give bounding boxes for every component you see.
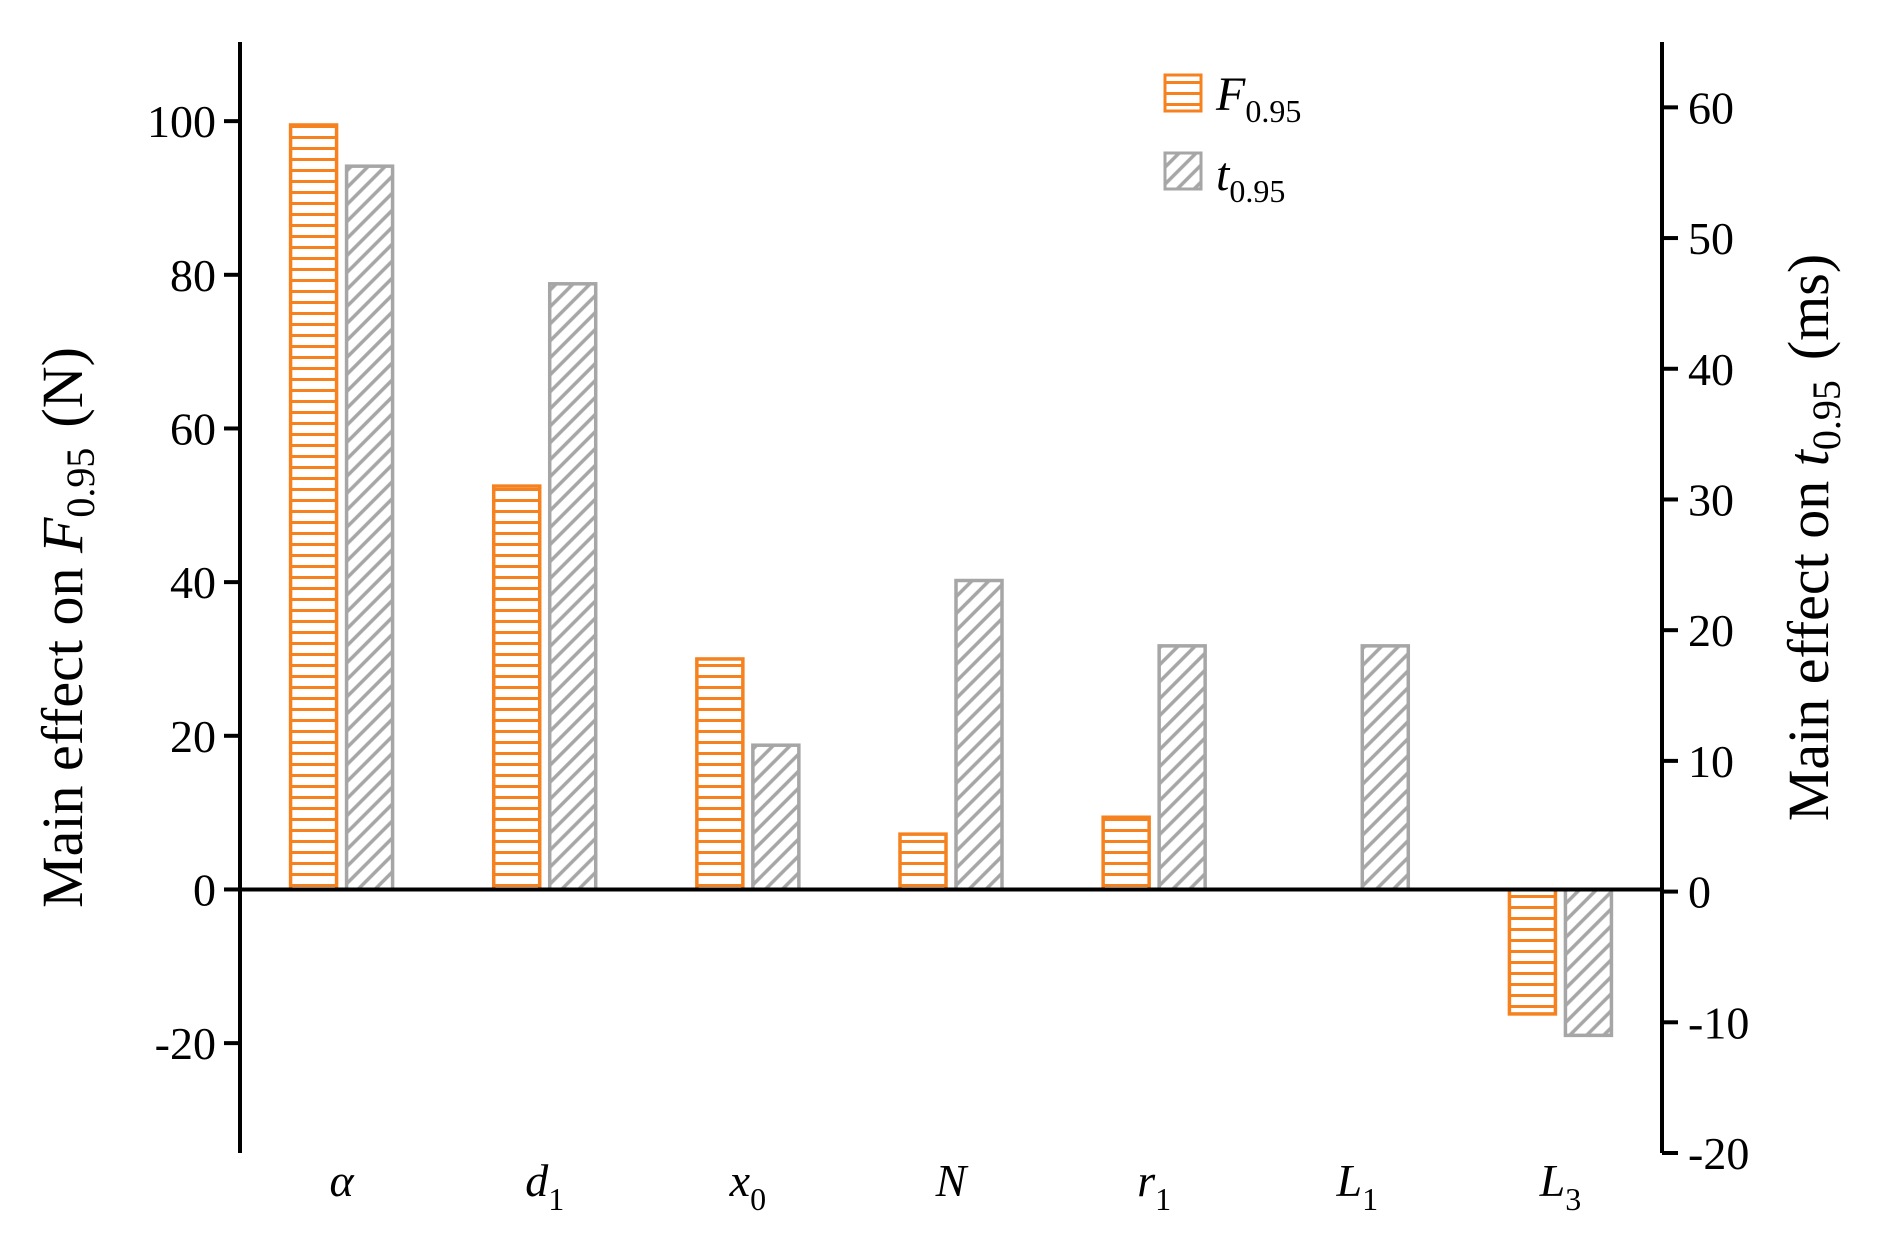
right-y-tick-label: 40 bbox=[1688, 344, 1734, 395]
bar-f095-1 bbox=[491, 484, 542, 892]
bar-f095-3 bbox=[898, 832, 948, 892]
bar-t095-0 bbox=[344, 164, 395, 892]
x-category-label-sub: 1 bbox=[548, 1181, 564, 1217]
left-y-axis-title: Main effect on F0.95 (N) bbox=[30, 347, 103, 908]
right-y-axis-title-sub: 0.95 bbox=[1804, 380, 1849, 450]
right-y-tick-label: 20 bbox=[1688, 605, 1734, 656]
right-y-tick-label: 30 bbox=[1688, 474, 1734, 525]
x-category-label-main: N bbox=[935, 1155, 969, 1206]
x-category-label: L1 bbox=[1335, 1155, 1378, 1217]
legend-swatch-t095 bbox=[1163, 151, 1203, 191]
x-category-label: r1 bbox=[1137, 1155, 1171, 1217]
bar-f095-6 bbox=[1507, 887, 1558, 1016]
bar-t095-4 bbox=[1157, 644, 1207, 892]
bar-f095-0 bbox=[288, 123, 339, 892]
bar-f095-4 bbox=[1101, 815, 1151, 892]
left-y-axis-title-main: Main effect on bbox=[30, 553, 95, 908]
right-y-tick-label: -10 bbox=[1688, 997, 1749, 1048]
x-category-label: N bbox=[935, 1155, 969, 1206]
bar-t095-6 bbox=[1563, 887, 1614, 1038]
left-y-tick-label: -20 bbox=[155, 1018, 216, 1069]
legend-label-t095-sub: 0.95 bbox=[1229, 173, 1285, 209]
right-y-tick-label: 60 bbox=[1688, 82, 1734, 133]
legend-label-t095-main: t bbox=[1216, 148, 1231, 201]
x-category-label-main: x bbox=[729, 1155, 751, 1206]
legend-label-f095-main: F bbox=[1215, 68, 1246, 121]
x-category-label-sub: 3 bbox=[1565, 1181, 1581, 1217]
right-y-axis-title-unit: (ms) bbox=[1776, 254, 1841, 360]
right-y-axis-title-var: t bbox=[1776, 448, 1841, 466]
x-category-label-main: L bbox=[1335, 1155, 1362, 1206]
left-y-axis-ticks: -20 0 20 40 60 80 100 bbox=[147, 96, 240, 1069]
bar-t095-2 bbox=[751, 743, 801, 892]
x-category-label: d1 bbox=[525, 1155, 564, 1217]
left-y-tick-label: 20 bbox=[170, 711, 216, 762]
bars-layer bbox=[288, 123, 1614, 1038]
left-y-axis-title-unit: (N) bbox=[30, 347, 95, 428]
x-category-label: x0 bbox=[729, 1155, 766, 1217]
left-y-tick-label: 60 bbox=[170, 403, 216, 454]
x-category-label-main: d bbox=[525, 1155, 549, 1206]
x-category-label-main: L bbox=[1539, 1155, 1566, 1206]
right-y-tick-label: 0 bbox=[1688, 867, 1711, 918]
bar-t095-3 bbox=[954, 578, 1004, 892]
x-category-label-main: α bbox=[329, 1155, 354, 1206]
bar-f095-2 bbox=[695, 657, 745, 892]
bar-t095-1 bbox=[547, 282, 598, 892]
legend-label-t095: t0.95 bbox=[1216, 148, 1285, 209]
left-y-axis-title-sub: 0.95 bbox=[58, 448, 103, 518]
left-y-tick-label: 0 bbox=[193, 864, 216, 915]
right-y-axis-title: Main effect on t0.95 (ms) bbox=[1776, 254, 1849, 821]
left-y-tick-label: 100 bbox=[147, 96, 216, 147]
x-category-label-sub: 1 bbox=[1362, 1181, 1378, 1217]
left-y-tick-label: 40 bbox=[170, 557, 216, 608]
x-category-label: α bbox=[329, 1155, 354, 1206]
right-y-axis-title-main: Main effect on bbox=[1776, 466, 1841, 821]
legend-label-f095-sub: 0.95 bbox=[1245, 93, 1301, 129]
left-y-tick-label: 80 bbox=[170, 250, 216, 301]
x-category-label-sub: 1 bbox=[1155, 1181, 1171, 1217]
x-category-label-sub: 0 bbox=[750, 1181, 766, 1217]
right-y-tick-label: 50 bbox=[1688, 213, 1734, 264]
right-y-tick-label: 10 bbox=[1688, 736, 1734, 787]
legend-label-f095: F0.95 bbox=[1215, 68, 1301, 129]
bar-t095-5 bbox=[1360, 644, 1411, 892]
legend: F0.95 t0.95 bbox=[1163, 68, 1301, 209]
right-y-axis-ticks: -20 -10 0 10 20 30 40 50 60 bbox=[1662, 82, 1749, 1179]
right-y-tick-label: -20 bbox=[1688, 1128, 1749, 1179]
axes-layer bbox=[238, 42, 1664, 1153]
x-category-label: L3 bbox=[1539, 1155, 1582, 1217]
x-category-label-main: r bbox=[1137, 1155, 1156, 1206]
left-y-axis-title-var: F bbox=[30, 517, 95, 554]
legend-swatch-f095 bbox=[1163, 73, 1203, 113]
